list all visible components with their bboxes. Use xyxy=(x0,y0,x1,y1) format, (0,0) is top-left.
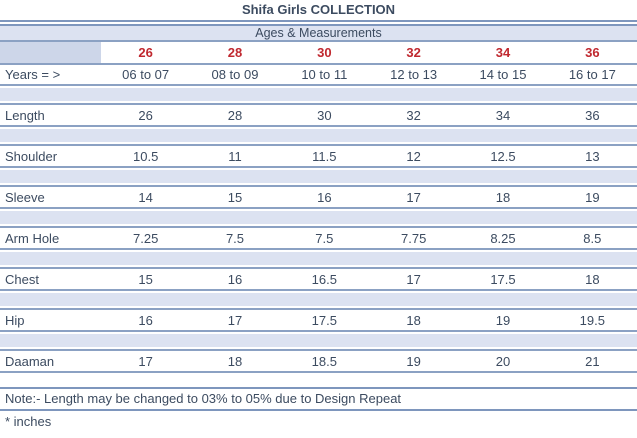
value-cell: 36 xyxy=(585,107,600,123)
value-cell: 34 xyxy=(495,107,511,123)
value-cell: 18 xyxy=(227,353,243,369)
years-cell: 12 to 13 xyxy=(390,67,438,82)
size-cell: 28 xyxy=(227,45,243,60)
value-cell: 19 xyxy=(495,312,511,328)
row-label: Chest xyxy=(5,271,39,287)
value-cell: 7.25 xyxy=(133,230,159,246)
note-text: Note:- Length may be changed to 03% to 0… xyxy=(0,387,637,411)
value-cell: 7.5 xyxy=(225,230,245,246)
value-cell: 17.5 xyxy=(311,312,337,328)
value-cell: 13 xyxy=(585,148,600,164)
size-cell: 36 xyxy=(585,45,600,60)
value-cell: 17.5 xyxy=(490,271,516,287)
row-label: Length xyxy=(5,107,45,123)
value-cell: 8.5 xyxy=(583,230,602,246)
spacer-band xyxy=(0,170,637,183)
value-cell: 17 xyxy=(406,189,421,205)
bottom-gap xyxy=(0,373,637,387)
value-cell: 18 xyxy=(406,312,421,328)
value-cell: 16.5 xyxy=(311,271,337,287)
unit-note: * inches xyxy=(5,414,52,429)
size-cell: 32 xyxy=(406,45,421,60)
row-label: Arm Hole xyxy=(5,230,60,246)
value-cell: 28 xyxy=(227,107,243,123)
spacer-band xyxy=(0,88,637,101)
value-cell: 11 xyxy=(228,148,242,164)
table-row: Chest 15 16 16.5 17 17.5 18 xyxy=(0,267,637,291)
years-cell: 06 to 07 xyxy=(122,67,170,82)
table-row: Hip 16 17 17.5 18 19 19.5 xyxy=(0,308,637,332)
table-row: Arm Hole 7.25 7.5 7.5 7.75 8.25 8.5 xyxy=(0,226,637,250)
spacer-band xyxy=(0,252,637,265)
value-cell: 19 xyxy=(585,189,600,205)
spacer-band xyxy=(0,129,637,142)
value-cell: 15 xyxy=(138,271,153,287)
value-cell: 32 xyxy=(406,107,421,123)
years-cell: 10 to 11 xyxy=(301,67,348,82)
value-cell: 16 xyxy=(317,189,332,205)
value-cell: 18.5 xyxy=(311,353,337,369)
value-cell: 10.5 xyxy=(133,148,159,164)
value-cell: 12.5 xyxy=(490,148,516,164)
years-row: Years = > 06 to 07 08 to 09 10 to 11 12 … xyxy=(0,65,637,86)
years-cell: 08 to 09 xyxy=(211,67,259,82)
row-label: Hip xyxy=(5,312,25,328)
value-cell: 17 xyxy=(227,312,243,328)
value-cell: 11.5 xyxy=(312,148,337,164)
table-row: Length 26 28 30 32 34 36 xyxy=(0,103,637,127)
row-label: Shoulder xyxy=(5,148,58,164)
value-cell: 12 xyxy=(406,148,421,164)
value-cell: 18 xyxy=(495,189,511,205)
size-cell: 34 xyxy=(495,45,511,60)
value-cell: 21 xyxy=(585,353,600,369)
table-row: Sleeve 14 15 16 17 18 19 xyxy=(0,185,637,209)
value-cell: 14 xyxy=(138,189,153,205)
subtitle-band: Ages & Measurements xyxy=(0,24,637,42)
value-cell: 16 xyxy=(227,271,243,287)
value-cell: 17 xyxy=(138,353,153,369)
spacer-band xyxy=(0,293,637,306)
size-header-row: 26 28 30 32 34 36 xyxy=(0,42,637,65)
table-row: Daaman 17 18 18.5 19 20 21 xyxy=(0,349,637,373)
years-label: Years = > xyxy=(5,67,61,82)
value-cell: 16 xyxy=(138,312,153,328)
row-label: Sleeve xyxy=(5,189,45,205)
years-cell: 14 to 15 xyxy=(479,67,527,82)
spacer-band xyxy=(0,334,637,347)
size-cell: 30 xyxy=(317,45,332,60)
spacer-band xyxy=(0,211,637,224)
value-cell: 20 xyxy=(495,353,511,369)
value-cell: 19.5 xyxy=(579,312,605,328)
row-label: Daaman xyxy=(5,353,55,369)
value-cell: 19 xyxy=(406,353,421,369)
table-row: Shoulder 10.5 11 11.5 12 12.5 13 xyxy=(0,144,637,168)
value-cell: 17 xyxy=(406,271,421,287)
size-cell: 26 xyxy=(138,45,153,60)
years-cell: 16 to 17 xyxy=(568,67,616,82)
value-cell: 18 xyxy=(585,271,600,287)
corner-cell xyxy=(0,42,101,63)
value-cell: 7.75 xyxy=(401,230,427,246)
value-cell: 30 xyxy=(317,107,332,123)
value-cell: 8.25 xyxy=(490,230,516,246)
value-cell: 15 xyxy=(227,189,243,205)
page-title: Shifa Girls COLLECTION xyxy=(0,0,637,22)
value-cell: 7.5 xyxy=(315,230,334,246)
value-cell: 26 xyxy=(138,107,153,123)
